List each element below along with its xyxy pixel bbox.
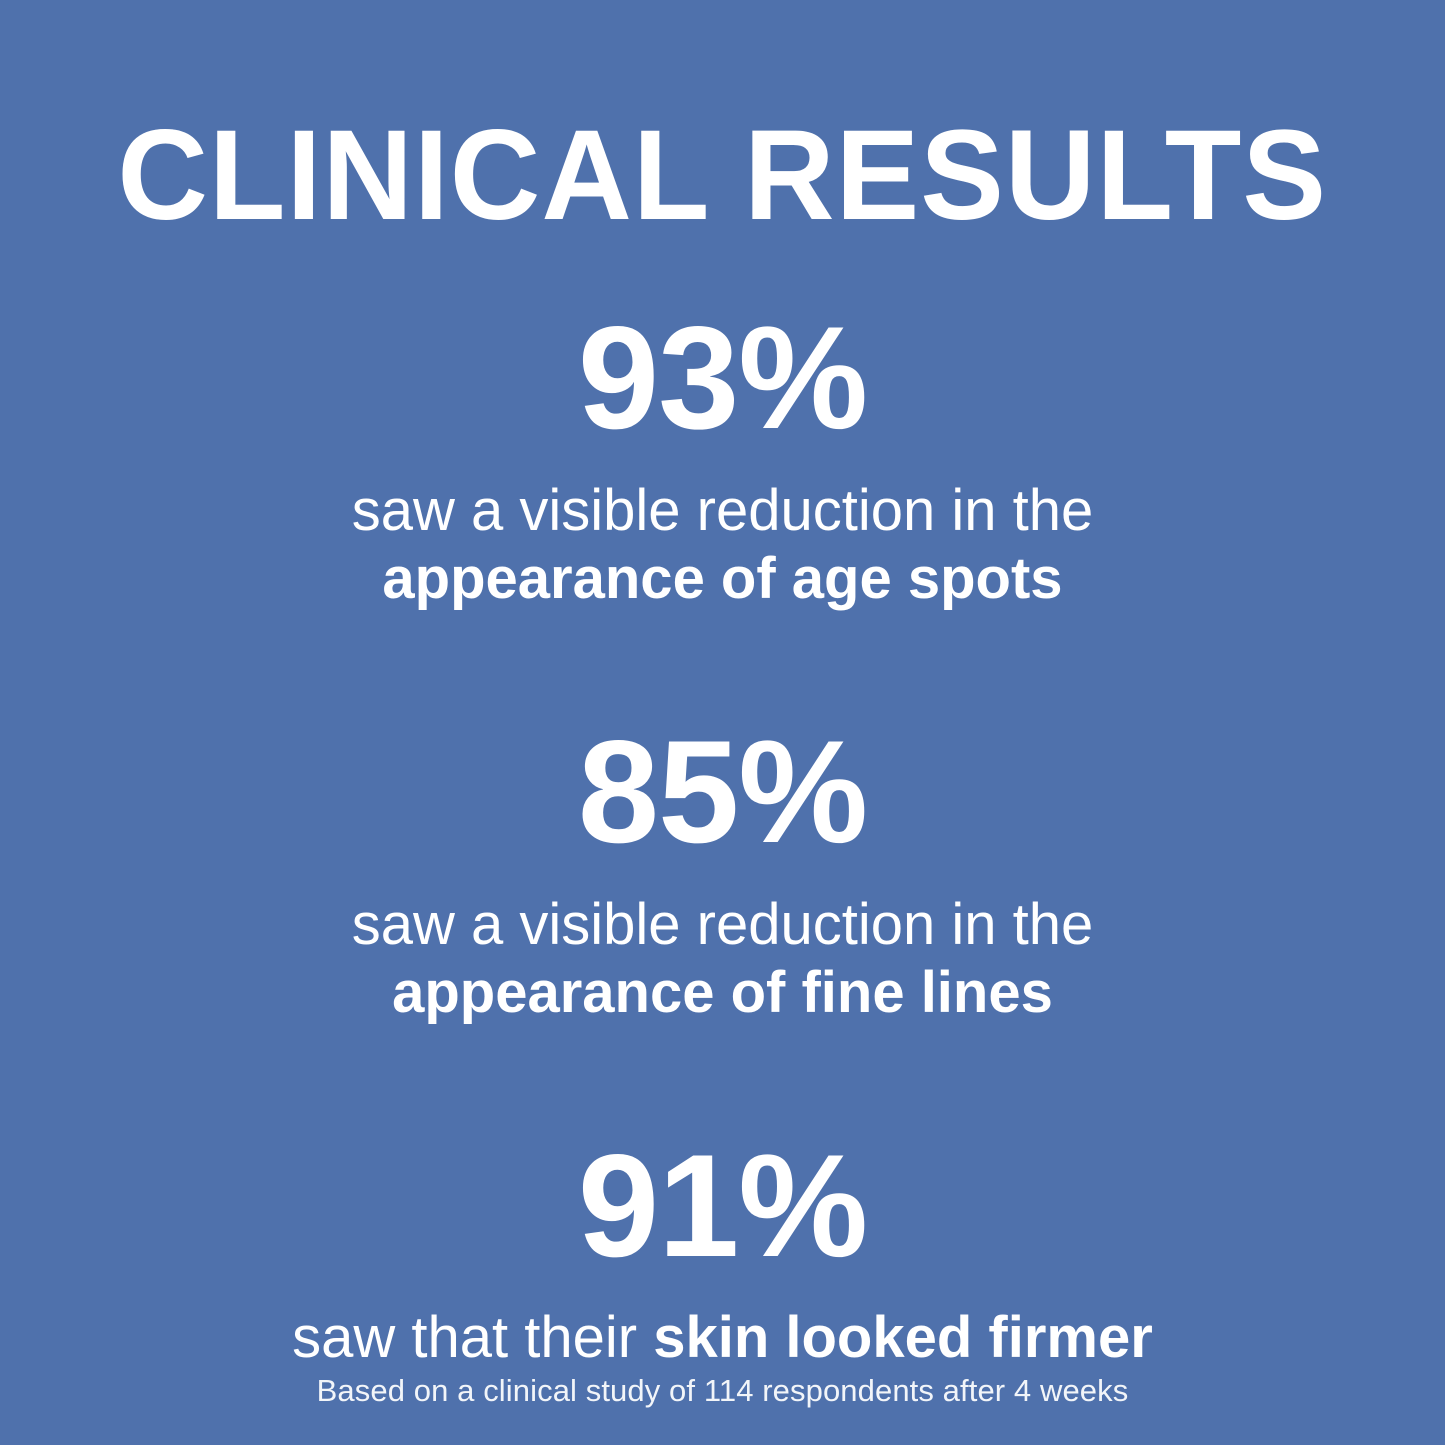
stat-value-fine-lines: 85% bbox=[577, 709, 868, 873]
stat-description-line2-emphasis: appearance of fine lines bbox=[392, 960, 1053, 1026]
stat-value-skin-firmness: 91% bbox=[577, 1123, 868, 1287]
stat-description-line1: saw that their bbox=[292, 1305, 654, 1371]
stat-block-skin-firmness: 91% saw that their skin looked firmer bbox=[0, 1123, 1445, 1373]
study-footnote: Based on a clinical study of 114 respond… bbox=[316, 1372, 1129, 1408]
stat-description-line1: saw a visible reduction in the bbox=[351, 477, 1094, 543]
stat-value-age-spots: 93% bbox=[577, 296, 868, 459]
page-title: CLINICAL RESULTS bbox=[117, 104, 1328, 247]
stats-list: 93% saw a visible reduction in the appea… bbox=[0, 296, 1445, 1373]
stat-description-fine-lines: saw a visible reduction in the appearanc… bbox=[352, 891, 1094, 1028]
stat-description-line1: saw a visible reduction in the bbox=[351, 891, 1094, 957]
stat-block-age-spots: 93% saw a visible reduction in the appea… bbox=[0, 296, 1445, 614]
stat-description-skin-firmness: saw that their skin looked firmer bbox=[292, 1304, 1153, 1372]
stat-description-age-spots: saw a visible reduction in the appearanc… bbox=[352, 477, 1094, 614]
stat-block-fine-lines: 85% saw a visible reduction in the appea… bbox=[0, 709, 1445, 1028]
stat-description-line2-emphasis: appearance of age spots bbox=[382, 546, 1063, 612]
stat-description-line2-emphasis: skin looked firmer bbox=[653, 1305, 1153, 1371]
